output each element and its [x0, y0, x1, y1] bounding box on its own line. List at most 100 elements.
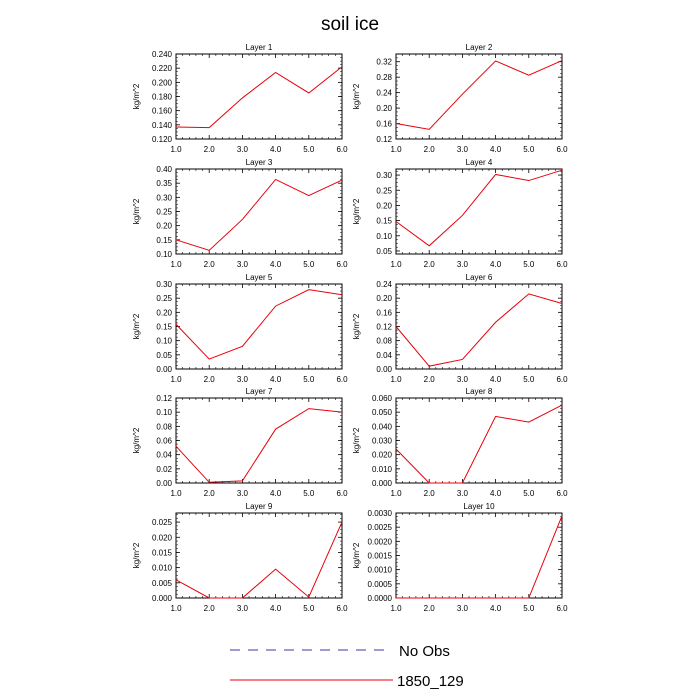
y-axis-label: kg/m^2 [352, 542, 361, 568]
x-tick-label: 4.0 [490, 489, 502, 498]
y-tick-label: 0.240 [152, 50, 173, 59]
plot-frame [395, 397, 563, 484]
panels: Layer 1 kg/m^2 1.0 2.0 3.0 4.0 5.0 6.0 0.120 0.14… [132, 43, 568, 613]
plot-frame [395, 512, 563, 599]
x-tick-label: 2.0 [424, 260, 436, 269]
panel-title: Layer 3 [246, 158, 273, 167]
y-tick-label: 0.005 [152, 579, 173, 588]
plot-frame [175, 512, 343, 599]
y-axis-label: kg/m^2 [352, 427, 361, 453]
y-tick-label: 0.06 [156, 437, 172, 446]
series-line-1850_129 [175, 289, 343, 360]
x-tick-label: 6.0 [556, 604, 568, 613]
y-tick-label: 0.02 [156, 465, 172, 474]
x-tick-label: 1.0 [390, 489, 402, 498]
y-tick-label: 0.00 [376, 365, 392, 374]
y-tick-label: 0.05 [156, 351, 172, 360]
y-tick-label: 0.020 [152, 533, 173, 542]
y-axis-label: kg/m^2 [352, 198, 361, 224]
panel-layer-3: Layer 3 kg/m^2 1.0 2.0 3.0 4.0 5.0 6.0 0.10 0.15 0… [132, 158, 348, 269]
panel-layer-8: Layer 8 kg/m^2 1.0 2.0 3.0 4.0 5.0 6.0 0.000 0.01… [352, 387, 568, 498]
y-tick-label: 0.040 [372, 422, 393, 431]
x-tick-label: 5.0 [303, 604, 315, 613]
series-line-1850_129 [395, 293, 563, 367]
x-tick-label: 1.0 [170, 375, 182, 384]
x-tick-label: 2.0 [424, 604, 436, 613]
y-tick-label: 0.16 [376, 308, 392, 317]
x-tick-label: 5.0 [303, 260, 315, 269]
panel-layer-4: Layer 4 kg/m^2 1.0 2.0 3.0 4.0 5.0 6.0 0.05 0.10 0… [352, 158, 568, 269]
plot-frame [175, 168, 343, 255]
panel-layer-1: Layer 1 kg/m^2 1.0 2.0 3.0 4.0 5.0 6.0 0.120 0.14… [132, 43, 348, 154]
plot-frame [395, 53, 563, 140]
plot-frame [395, 168, 563, 255]
y-tick-label: 0.30 [156, 193, 172, 202]
x-tick-label: 6.0 [336, 604, 348, 613]
legend-label-1850-129: 1850_129 [397, 673, 464, 690]
x-tick-label: 5.0 [523, 145, 535, 154]
y-tick-label: 0.12 [376, 323, 392, 332]
y-tick-label: 0.24 [376, 89, 392, 98]
x-tick-label: 3.0 [457, 375, 469, 384]
y-tick-label: 0.08 [376, 337, 392, 346]
panel-title: Layer 6 [466, 273, 493, 282]
x-tick-label: 1.0 [390, 145, 402, 154]
y-tick-label: 0.160 [152, 107, 173, 116]
y-tick-label: 0.015 [152, 548, 173, 557]
x-tick-label: 4.0 [490, 375, 502, 384]
y-axis-label: kg/m^2 [132, 83, 141, 109]
y-tick-label: 0.12 [156, 394, 172, 403]
x-tick-label: 2.0 [204, 260, 216, 269]
x-tick-label: 5.0 [523, 604, 535, 613]
y-tick-label: 0.0030 [368, 509, 393, 518]
y-tick-label: 0.10 [376, 232, 392, 241]
series-line-1850_129 [175, 408, 343, 483]
x-tick-label: 5.0 [523, 260, 535, 269]
x-tick-label: 2.0 [204, 489, 216, 498]
x-tick-label: 1.0 [390, 260, 402, 269]
y-tick-label: 0.00 [156, 365, 172, 374]
y-tick-label: 0.25 [156, 294, 172, 303]
x-tick-label: 3.0 [237, 375, 249, 384]
plot-frame [175, 397, 343, 484]
x-tick-label: 1.0 [390, 604, 402, 613]
x-tick-label: 5.0 [303, 375, 315, 384]
y-tick-label: 0.16 [376, 120, 392, 129]
x-tick-label: 2.0 [424, 489, 436, 498]
y-tick-label: 0.120 [152, 135, 173, 144]
y-tick-label: 0.30 [156, 280, 172, 289]
y-tick-label: 0.12 [376, 135, 392, 144]
y-tick-label: 0.140 [152, 121, 173, 130]
x-tick-label: 3.0 [457, 489, 469, 498]
x-tick-label: 4.0 [270, 489, 282, 498]
y-tick-label: 0.25 [156, 208, 172, 217]
x-tick-label: 1.0 [170, 489, 182, 498]
x-tick-label: 2.0 [424, 375, 436, 384]
x-tick-label: 3.0 [237, 145, 249, 154]
panel-title: Layer 8 [466, 387, 493, 396]
x-tick-label: 5.0 [303, 145, 315, 154]
panel-layer-10: Layer 10 kg/m^2 1.0 2.0 3.0 4.0 5.0 6.0 0.0000 0.… [352, 502, 568, 613]
y-tick-label: 0.200 [152, 78, 173, 87]
y-tick-label: 0.32 [376, 58, 392, 67]
series-line-1850_129 [175, 178, 343, 251]
y-tick-label: 0.025 [152, 518, 173, 527]
x-tick-label: 6.0 [336, 375, 348, 384]
y-tick-label: 0.020 [372, 451, 393, 460]
panel-title: Layer 9 [246, 502, 273, 511]
x-tick-label: 4.0 [490, 604, 502, 613]
y-tick-label: 0.04 [156, 451, 172, 460]
x-tick-label: 6.0 [556, 145, 568, 154]
series-line-1850_129 [396, 515, 563, 599]
x-tick-label: 1.0 [170, 260, 182, 269]
y-tick-label: 0.0000 [368, 594, 393, 603]
panel-title: Layer 1 [246, 43, 273, 52]
x-tick-label: 4.0 [270, 604, 282, 613]
y-tick-label: 0.060 [372, 394, 393, 403]
x-tick-label: 4.0 [270, 145, 282, 154]
x-tick-label: 5.0 [523, 489, 535, 498]
y-tick-label: 0.010 [372, 465, 393, 474]
y-tick-label: 0.220 [152, 64, 173, 73]
y-tick-label: 0.35 [156, 179, 172, 188]
